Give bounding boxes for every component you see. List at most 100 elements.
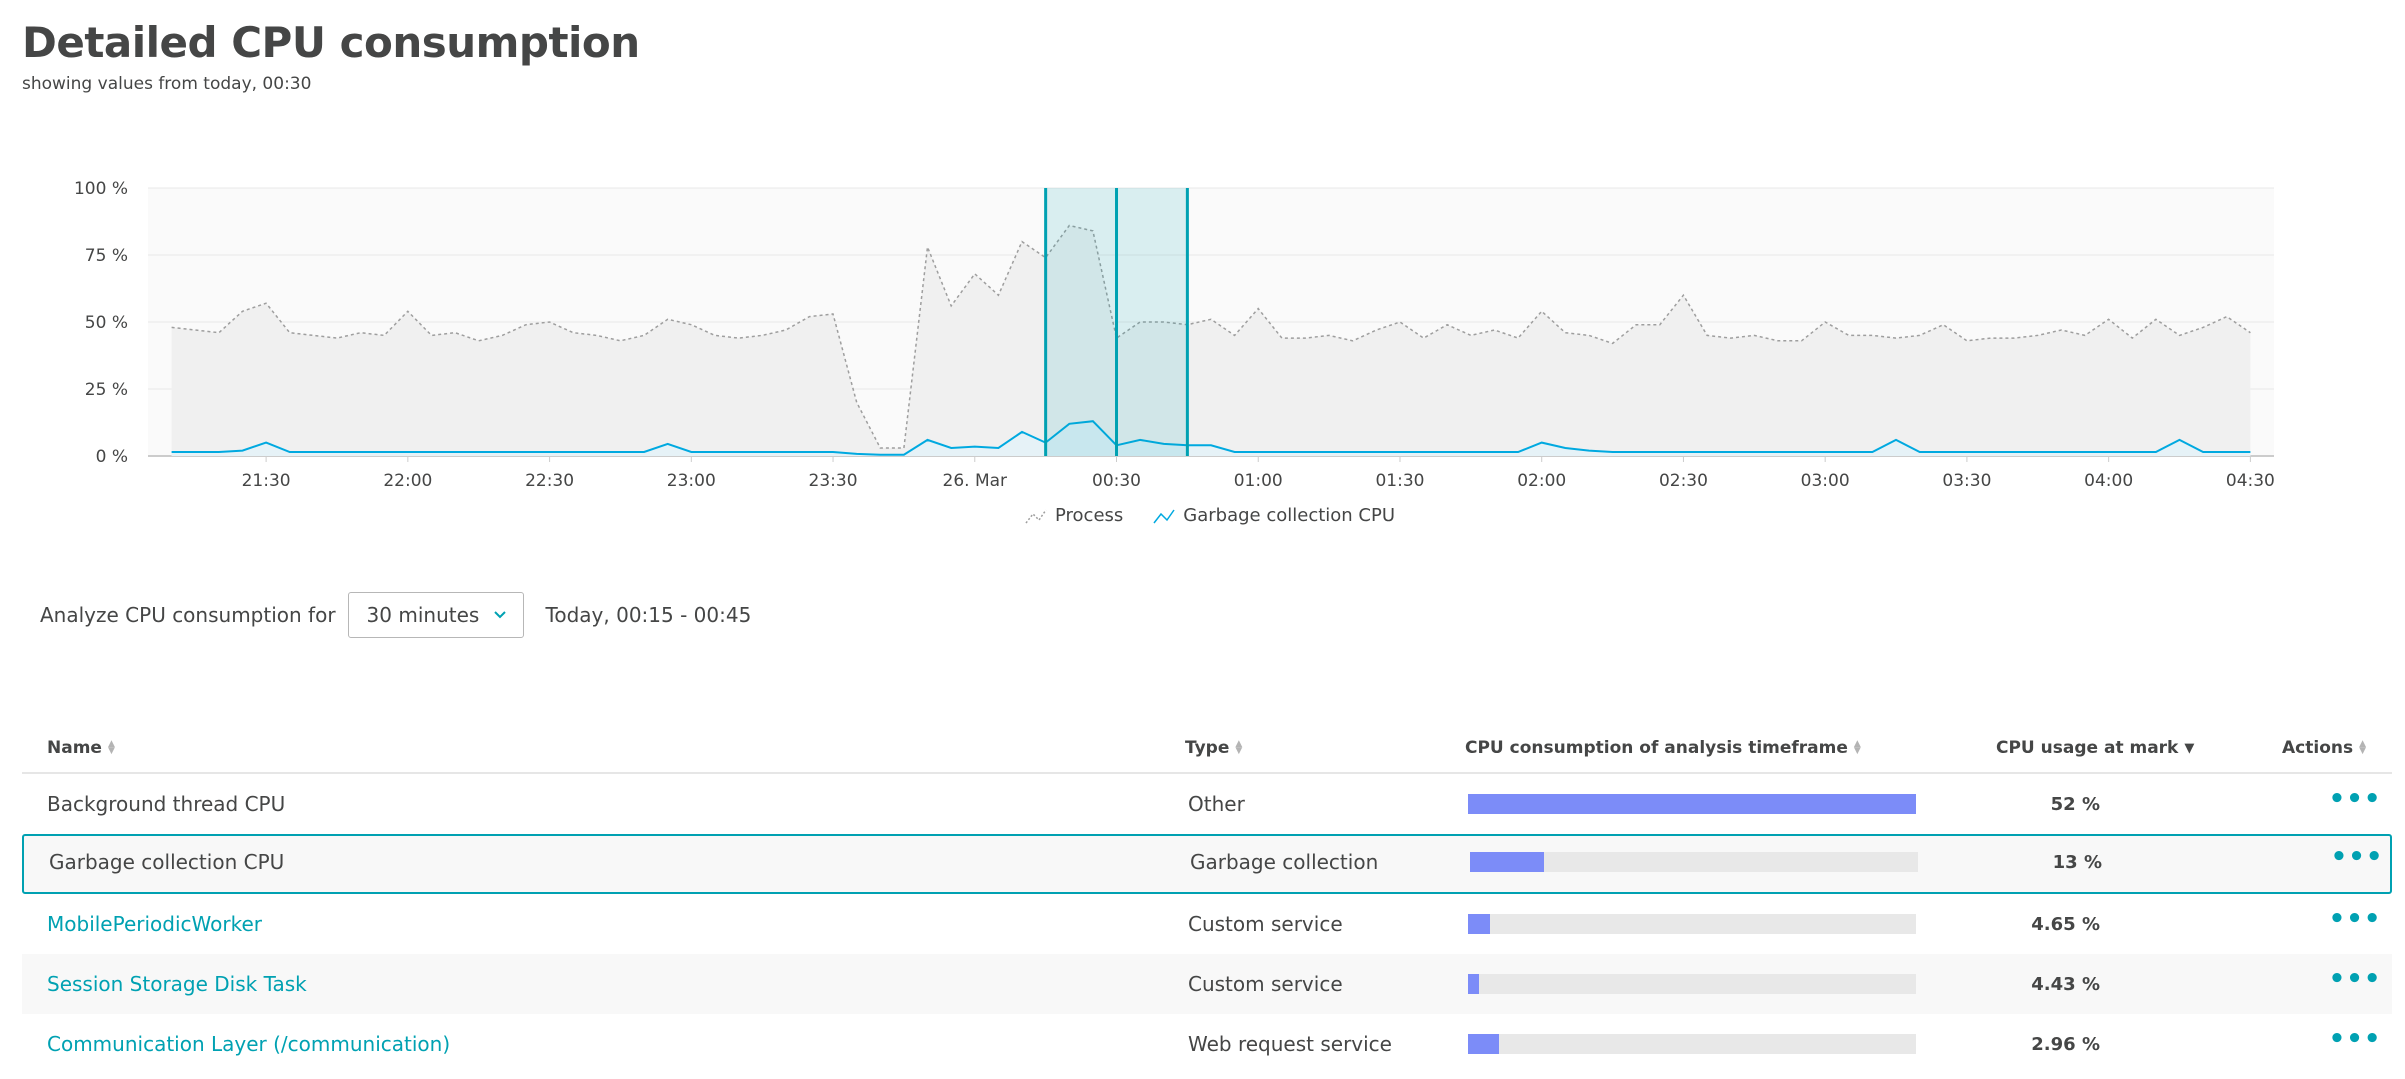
consumption-bar-fill <box>1468 914 1491 934</box>
x-tick-label: 04:30 <box>2226 471 2275 491</box>
column-header-label: Actions <box>2282 738 2354 758</box>
row-consumption <box>1468 1014 1916 1074</box>
x-tick-label: 22:00 <box>383 471 432 491</box>
consumption-bar-fill <box>1470 852 1544 872</box>
row-type: Web request service <box>1188 1032 1392 1056</box>
series-area-0 <box>171 225 2251 456</box>
column-header-actions: Actions ▲ ▼ <box>2282 738 2366 758</box>
row-type: Custom service <box>1188 972 1343 996</box>
analyze-bar: Analyze CPU consumption for 30 minutes T… <box>40 592 751 638</box>
row-actions-button[interactable]: ••• <box>2329 894 2381 954</box>
legend-label-process: Process <box>1055 505 1124 526</box>
dotted-line-icon <box>1025 509 1047 523</box>
chart-legend: Process Garbage collection CPU <box>1025 505 1395 526</box>
analyze-label: Analyze CPU consumption for <box>40 603 336 627</box>
x-tick-label: 26. Mar <box>943 471 1008 491</box>
series-layer <box>171 224 2251 456</box>
consumption-bar-track <box>1468 1034 1916 1054</box>
column-header-name[interactable]: Name ▲ ▼ <box>47 738 115 758</box>
dropdown-value: 30 minutes <box>366 603 480 627</box>
row-consumption <box>1470 834 1918 890</box>
series-line-1 <box>171 420 2251 456</box>
legend-label-gc: Garbage collection CPU <box>1183 505 1396 526</box>
legend-item-process[interactable]: Process <box>1025 505 1123 526</box>
selection-overlay <box>1044 188 1189 456</box>
legend-item-gc[interactable]: Garbage collection CPU <box>1153 505 1395 526</box>
cpu-chart[interactable]: 100 % 75 % 50 % 25 % 0 % 21:30 22:00 22:30 23:0… <box>0 160 2300 500</box>
x-tick-label: 21:30 <box>242 471 291 491</box>
row-name: Garbage collection CPU <box>49 850 285 874</box>
row-usage: 52 % <box>2050 793 2100 815</box>
consumption-bar-fill <box>1468 974 1480 994</box>
row-usage: 2.96 % <box>2031 1033 2100 1055</box>
table-body: Background thread CPU Other 52 % ••• Garbage… <box>22 774 2392 1074</box>
row-name-link[interactable]: MobilePeriodicWorker <box>47 912 262 936</box>
more-options-icon: ••• <box>2328 784 2382 814</box>
x-tick-label: 03:00 <box>1801 471 1850 491</box>
row-type: Garbage collection <box>1190 850 1379 874</box>
page-title: Detailed CPU consumption <box>22 18 640 67</box>
table-row[interactable]: Session Storage Disk Task Custom service 4… <box>22 954 2392 1014</box>
column-header-consumption[interactable]: CPU consumption of analysis timeframe ▲ ▼ <box>1465 738 1861 758</box>
x-tick-label: 03:30 <box>1942 471 1991 491</box>
x-tick-label: 02:30 <box>1659 471 1708 491</box>
row-name-link[interactable]: Communication Layer (/communication) <box>47 1032 451 1056</box>
x-tick-label: 23:30 <box>809 471 858 491</box>
table-row[interactable]: Garbage collection CPU Garbage collection… <box>22 834 2392 894</box>
y-tick-label: 25 % <box>85 380 128 400</box>
row-actions-button[interactable]: ••• <box>2329 1014 2381 1074</box>
timeframe-dropdown[interactable]: 30 minutes <box>347 592 524 638</box>
column-header-label: CPU consumption of analysis timeframe <box>1465 738 1848 758</box>
sort-icon: ▲ ▼ <box>1853 739 1861 756</box>
table-row[interactable]: Background thread CPU Other 52 % ••• <box>22 774 2392 834</box>
y-tick-label: 50 % <box>85 313 128 333</box>
x-tick-label: 01:00 <box>1234 471 1283 491</box>
consumption-bar-track <box>1470 852 1918 872</box>
page-subtitle: showing values from today, 00:30 <box>22 74 312 94</box>
consumption-bar-track <box>1468 914 1916 934</box>
more-options-icon: ••• <box>2328 904 2382 934</box>
column-header-label: Name <box>47 738 102 758</box>
row-name-link[interactable]: Session Storage Disk Task <box>47 972 307 996</box>
timeframe-text: Today, 00:15 - 00:45 <box>545 603 752 627</box>
table-row[interactable]: MobilePeriodicWorker Custom service 4.65 %… <box>22 894 2392 954</box>
column-header-type[interactable]: Type ▲ ▼ <box>1185 738 1242 758</box>
x-tick-label: 00:30 <box>1092 471 1141 491</box>
row-consumption <box>1468 774 1916 834</box>
row-actions-button[interactable]: ••• <box>2329 954 2381 1014</box>
more-options-icon: ••• <box>2328 964 2382 994</box>
consumption-bar-track <box>1468 974 1916 994</box>
row-name: Background thread CPU <box>47 792 286 816</box>
y-tick-label: 0 % <box>96 447 128 467</box>
column-header-label: Type <box>1185 738 1230 758</box>
chevron-down-icon <box>493 611 506 619</box>
cpu-table: Name ▲ ▼ Type ▲ ▼ CPU consumption of analy… <box>22 728 2392 1074</box>
series-line-0 <box>171 224 2251 449</box>
row-actions-button[interactable]: ••• <box>2331 834 2383 890</box>
column-header-usage[interactable]: CPU usage at mark ▼ <box>1996 738 2194 758</box>
row-type: Custom service <box>1188 912 1343 936</box>
sort-icon: ▲ ▼ <box>1235 739 1243 756</box>
line-chart-icon <box>1153 509 1175 523</box>
row-usage: 13 % <box>2052 851 2102 873</box>
table-header: Name ▲ ▼ Type ▲ ▼ CPU consumption of analy… <box>22 728 2392 774</box>
more-options-icon: ••• <box>2328 1024 2382 1054</box>
sort-icon: ▲ ▼ <box>2359 739 2367 756</box>
row-actions-button[interactable]: ••• <box>2329 774 2381 834</box>
x-tick-label: 23:00 <box>667 471 716 491</box>
x-axis: 21:30 22:00 22:30 23:00 23:30 26. Mar 00:30 01:… <box>242 456 2275 491</box>
y-axis: 100 % 75 % 50 % 25 % 0 % <box>74 179 128 467</box>
column-header-label: CPU usage at mark <box>1996 738 2179 758</box>
row-type: Other <box>1188 792 1245 816</box>
more-options-icon: ••• <box>2330 842 2384 872</box>
table-row[interactable]: Communication Layer (/communication) Web … <box>22 1014 2392 1074</box>
y-tick-label: 75 % <box>85 246 128 266</box>
row-usage: 4.65 % <box>2031 913 2100 935</box>
x-tick-label: 22:30 <box>525 471 574 491</box>
row-consumption <box>1468 894 1916 954</box>
consumption-bar-track <box>1468 794 1916 814</box>
x-tick-label: 01:30 <box>1375 471 1424 491</box>
y-tick-label: 100 % <box>74 179 128 199</box>
consumption-bar-fill <box>1468 794 1916 814</box>
consumption-bar-fill <box>1468 1034 1500 1054</box>
